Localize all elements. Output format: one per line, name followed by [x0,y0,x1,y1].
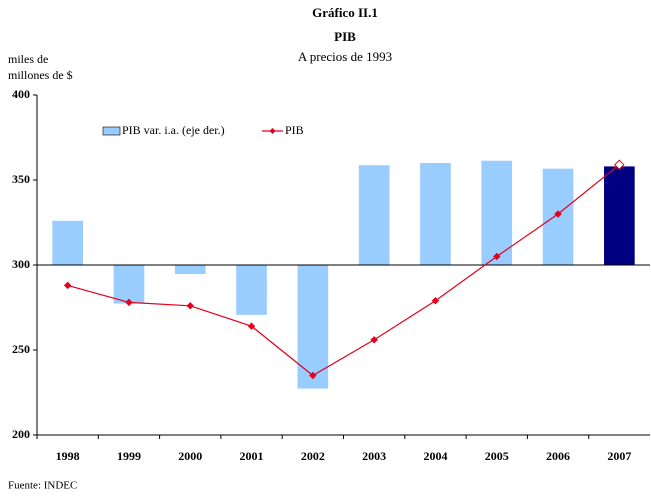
y-tick-label: 250 [12,342,30,356]
legend-label: PIB [285,123,304,137]
line-marker [63,281,72,290]
y-tick-label: 400 [12,87,30,101]
y-tick-label: 350 [12,172,30,186]
y-axis-label: miles de [8,52,48,66]
line-marker [493,252,501,261]
chart-title: Gráfico II.1 [312,5,378,20]
chart-subtitle-main: PIB [334,29,356,44]
line-marker [125,298,133,307]
x-tick-label: 1999 [117,449,141,463]
x-tick-label: 2001 [240,449,264,463]
x-tick-label: 2000 [178,449,202,463]
bar [604,166,635,265]
x-tick-label: 2002 [301,449,325,463]
line [67,164,620,377]
x-tick-label: 2005 [485,449,509,463]
line-marker [186,302,194,310]
legend-swatch [102,126,121,136]
bar [52,220,83,265]
bar [236,265,267,315]
y-axis-label: millones de $ [8,68,73,82]
bar [358,165,390,265]
x-tick-label: 1998 [56,449,80,463]
x-tick-label: 2004 [423,449,447,463]
x-tick-label: 2003 [362,449,386,463]
line-marker [309,371,317,380]
line-marker [614,159,625,170]
bar [297,265,329,389]
line-marker [554,210,562,218]
line-marker [431,296,440,305]
x-tick-label: 2007 [607,449,631,463]
legend-label: PIB var. i.a. (eje der.) [122,123,225,137]
y-tick-label: 200 [12,427,30,441]
bar [481,160,513,265]
line-marker [370,336,378,344]
x-tick-label: 2006 [546,449,570,463]
legend-swatch [269,128,276,134]
y-tick-label: 300 [12,257,30,271]
chart-subtitle: A precios de 1993 [298,49,392,64]
source: Fuente: INDEC [8,480,77,492]
line-marker [247,322,256,330]
bar [174,265,206,275]
bar [420,163,451,265]
bar [113,265,145,304]
